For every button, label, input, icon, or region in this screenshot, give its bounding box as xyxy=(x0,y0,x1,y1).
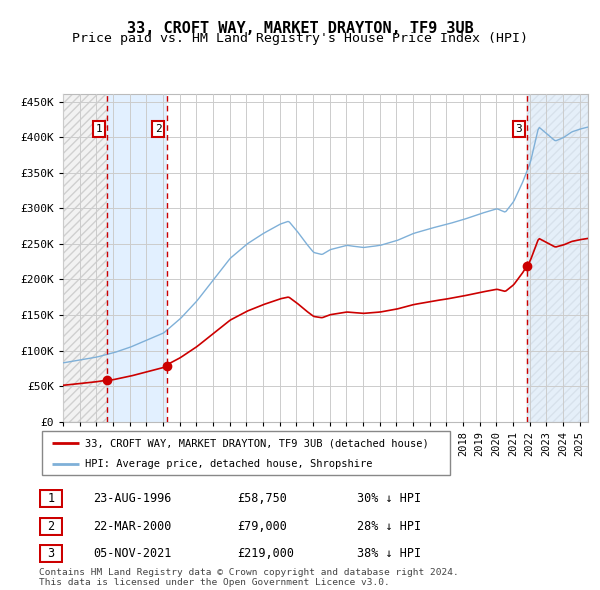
Text: 33, CROFT WAY, MARKET DRAYTON, TF9 3UB: 33, CROFT WAY, MARKET DRAYTON, TF9 3UB xyxy=(127,21,473,35)
Text: Contains HM Land Registry data © Crown copyright and database right 2024.
This d: Contains HM Land Registry data © Crown c… xyxy=(39,568,459,587)
Text: HPI: Average price, detached house, Shropshire: HPI: Average price, detached house, Shro… xyxy=(85,459,373,469)
Text: 3: 3 xyxy=(47,547,55,560)
Text: Price paid vs. HM Land Registry's House Price Index (HPI): Price paid vs. HM Land Registry's House … xyxy=(72,32,528,45)
Polygon shape xyxy=(527,94,588,422)
FancyBboxPatch shape xyxy=(40,545,62,562)
FancyBboxPatch shape xyxy=(42,431,450,475)
FancyBboxPatch shape xyxy=(40,517,62,535)
Text: 28% ↓ HPI: 28% ↓ HPI xyxy=(357,520,421,533)
Polygon shape xyxy=(527,94,588,422)
Text: 1: 1 xyxy=(47,492,55,505)
Text: 3: 3 xyxy=(515,124,522,134)
Text: £79,000: £79,000 xyxy=(237,520,287,533)
FancyBboxPatch shape xyxy=(40,490,62,507)
Text: £219,000: £219,000 xyxy=(237,547,294,560)
Text: 38% ↓ HPI: 38% ↓ HPI xyxy=(357,547,421,560)
Polygon shape xyxy=(63,94,107,422)
Text: 22-MAR-2000: 22-MAR-2000 xyxy=(93,520,172,533)
Text: £58,750: £58,750 xyxy=(237,492,287,505)
Text: 1: 1 xyxy=(95,124,102,134)
Text: 23-AUG-1996: 23-AUG-1996 xyxy=(93,492,172,505)
Polygon shape xyxy=(107,94,167,422)
Text: 2: 2 xyxy=(155,124,162,134)
Text: 30% ↓ HPI: 30% ↓ HPI xyxy=(357,492,421,505)
Text: 2: 2 xyxy=(47,520,55,533)
Text: 33, CROFT WAY, MARKET DRAYTON, TF9 3UB (detached house): 33, CROFT WAY, MARKET DRAYTON, TF9 3UB (… xyxy=(85,438,428,448)
Text: 05-NOV-2021: 05-NOV-2021 xyxy=(93,547,172,560)
